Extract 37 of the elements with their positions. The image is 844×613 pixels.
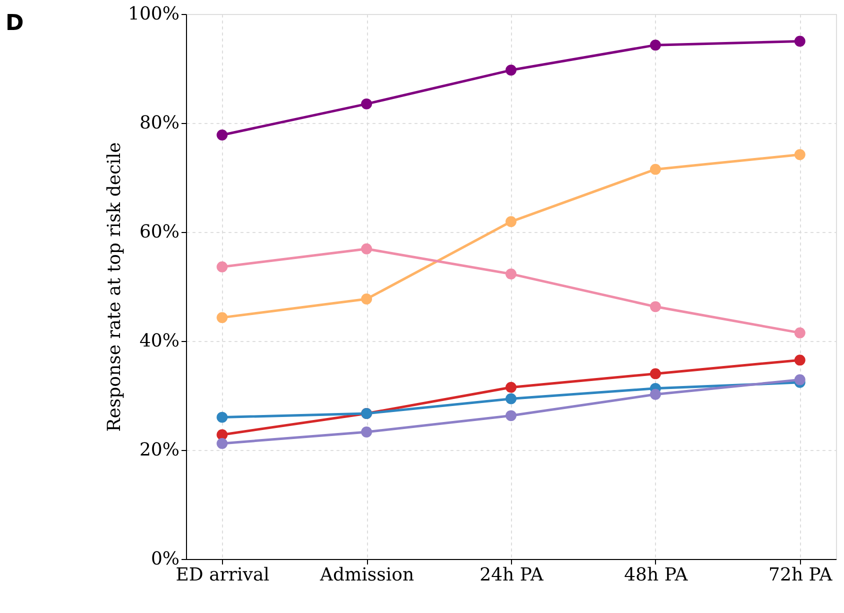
point (216, 412, 228, 423)
point (216, 438, 228, 449)
x-tick-label: 72h PA (768, 564, 834, 586)
y-tick-label: 40% (139, 330, 180, 352)
point (216, 312, 228, 324)
chart-title: D (6, 11, 24, 36)
point (650, 164, 661, 175)
point (794, 36, 806, 47)
point (506, 393, 516, 404)
y-tick-label: 80% (139, 112, 180, 134)
y-tick-label: 20% (139, 440, 180, 460)
point (361, 426, 372, 438)
point (506, 216, 516, 228)
point (361, 294, 372, 304)
point (506, 382, 516, 393)
y-axis-title: Response rate at top risk decile (104, 142, 126, 432)
point (506, 410, 516, 422)
point (794, 354, 806, 366)
point (794, 149, 806, 160)
point (650, 368, 661, 380)
point (361, 243, 372, 254)
point (216, 261, 228, 272)
x-tick-label: 24h PA (480, 564, 544, 586)
point (506, 268, 516, 280)
y-tick-label: 100% (128, 4, 180, 24)
point (650, 388, 661, 400)
x-tick-label: Admission (319, 564, 414, 586)
point (650, 301, 661, 312)
point (506, 64, 516, 76)
point (361, 98, 372, 110)
y-tick-label: 60% (139, 222, 180, 242)
x-tick-label: 48h PA (624, 564, 689, 586)
point (794, 374, 806, 386)
point (650, 40, 661, 51)
point (794, 327, 806, 338)
x-tick-label: ED arrival (176, 564, 270, 586)
point (216, 130, 228, 140)
